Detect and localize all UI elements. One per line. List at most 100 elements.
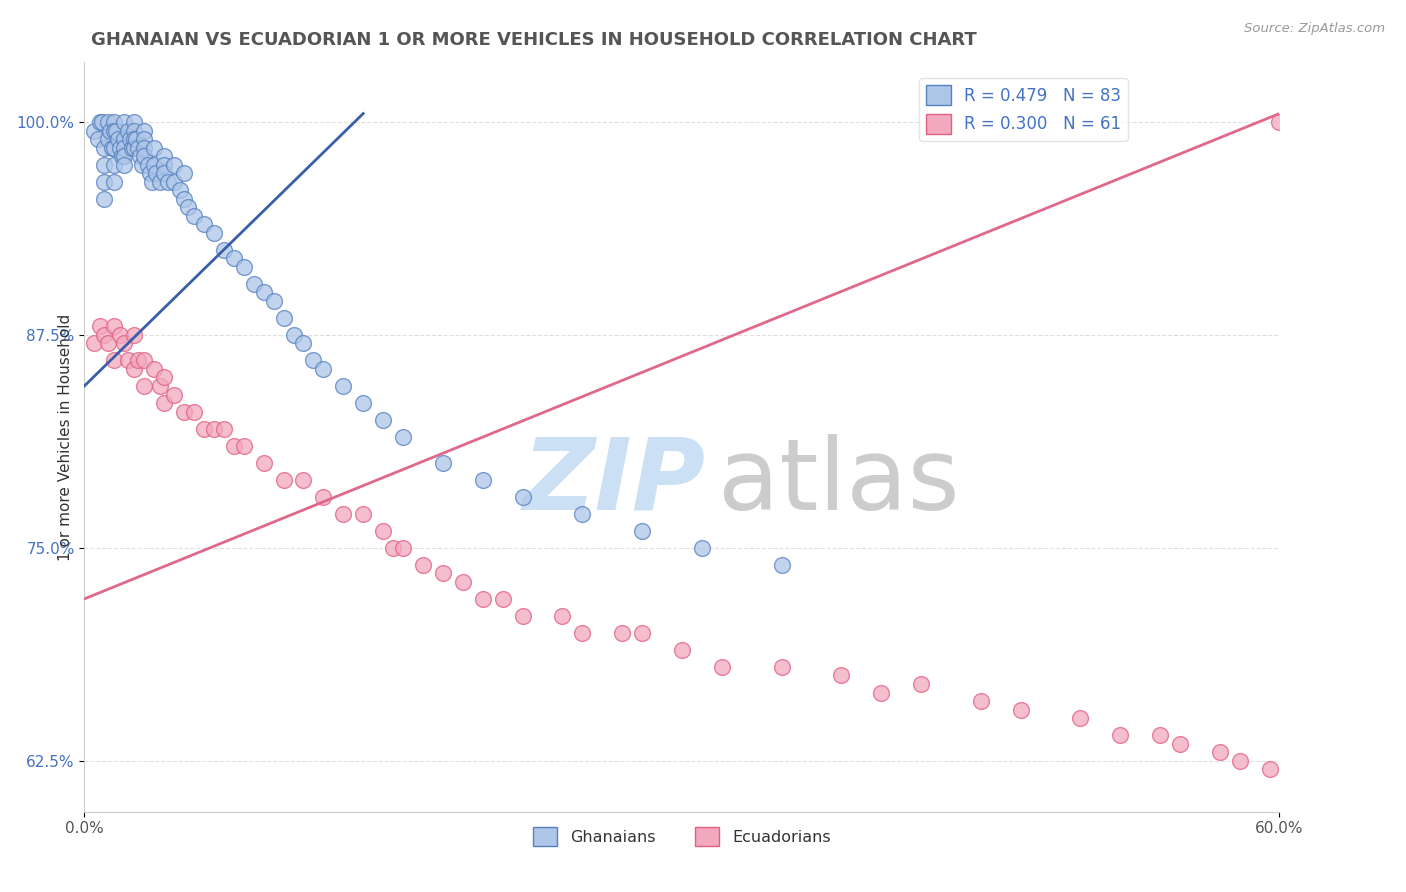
Text: Source: ZipAtlas.com: Source: ZipAtlas.com	[1244, 22, 1385, 36]
Point	[117, 353, 139, 368]
Point	[163, 175, 186, 189]
Point	[770, 660, 793, 674]
Point	[127, 140, 149, 154]
Point	[163, 158, 186, 172]
Point	[177, 200, 200, 214]
Point	[392, 430, 415, 444]
Point	[145, 166, 167, 180]
Point	[117, 123, 139, 137]
Point	[153, 370, 176, 384]
Point	[112, 115, 135, 129]
Y-axis label: 1 or more Vehicles in Household: 1 or more Vehicles in Household	[58, 313, 73, 561]
Point	[253, 456, 276, 470]
Point	[212, 243, 235, 257]
Legend: Ghanaians, Ecuadorians: Ghanaians, Ecuadorians	[527, 820, 837, 853]
Point	[690, 541, 713, 555]
Point	[103, 115, 125, 129]
Point	[173, 404, 195, 418]
Point	[97, 132, 120, 146]
Point	[91, 115, 114, 129]
Point	[132, 379, 156, 393]
Point	[970, 694, 993, 708]
Point	[103, 158, 125, 172]
Point	[183, 209, 205, 223]
Point	[1010, 702, 1032, 716]
Point	[392, 541, 415, 555]
Point	[302, 353, 325, 368]
Point	[93, 140, 115, 154]
Point	[122, 140, 145, 154]
Point	[202, 226, 225, 240]
Point	[112, 336, 135, 351]
Point	[870, 685, 893, 699]
Text: atlas: atlas	[718, 434, 959, 531]
Point	[202, 421, 225, 435]
Point	[132, 353, 156, 368]
Point	[141, 175, 163, 189]
Point	[671, 643, 693, 657]
Point	[169, 183, 191, 197]
Point	[112, 140, 135, 154]
Point	[157, 175, 180, 189]
Point	[571, 507, 593, 521]
Point	[212, 421, 235, 435]
Point	[93, 327, 115, 342]
Point	[83, 123, 105, 137]
Point	[143, 140, 166, 154]
Text: ZIP: ZIP	[523, 434, 706, 531]
Point	[631, 524, 654, 538]
Point	[283, 327, 305, 342]
Point	[1168, 737, 1191, 751]
Point	[273, 473, 295, 487]
Point	[183, 404, 205, 418]
Point	[132, 140, 156, 154]
Point	[551, 608, 574, 623]
Point	[89, 115, 111, 129]
Point	[103, 175, 125, 189]
Point	[112, 158, 135, 172]
Point	[173, 192, 195, 206]
Point	[153, 158, 176, 172]
Point	[101, 140, 124, 154]
Point	[153, 166, 176, 180]
Point	[107, 132, 129, 146]
Point	[121, 140, 143, 154]
Point	[132, 149, 156, 163]
Point	[312, 362, 335, 376]
Point	[122, 362, 145, 376]
Point	[136, 158, 159, 172]
Point	[263, 293, 285, 308]
Point	[312, 490, 335, 504]
Point	[97, 115, 120, 129]
Point	[89, 319, 111, 334]
Point	[512, 490, 534, 504]
Point	[471, 473, 494, 487]
Point	[451, 574, 474, 589]
Point	[143, 158, 166, 172]
Point	[163, 387, 186, 401]
Point	[292, 473, 315, 487]
Point	[432, 456, 454, 470]
Point	[352, 396, 374, 410]
Point	[127, 353, 149, 368]
Point	[710, 660, 733, 674]
Point	[332, 507, 354, 521]
Point	[112, 132, 135, 146]
Point	[143, 362, 166, 376]
Point	[193, 217, 215, 231]
Point	[153, 149, 176, 163]
Point	[103, 123, 125, 137]
Point	[273, 310, 295, 325]
Point	[93, 158, 115, 172]
Point	[1209, 745, 1232, 759]
Point	[1069, 711, 1091, 725]
Point	[770, 558, 793, 572]
Point	[132, 123, 156, 137]
Point	[103, 353, 125, 368]
Point	[122, 327, 145, 342]
Point	[122, 115, 145, 129]
Point	[292, 336, 315, 351]
Point	[112, 149, 135, 163]
Point	[332, 379, 354, 393]
Point	[382, 541, 405, 555]
